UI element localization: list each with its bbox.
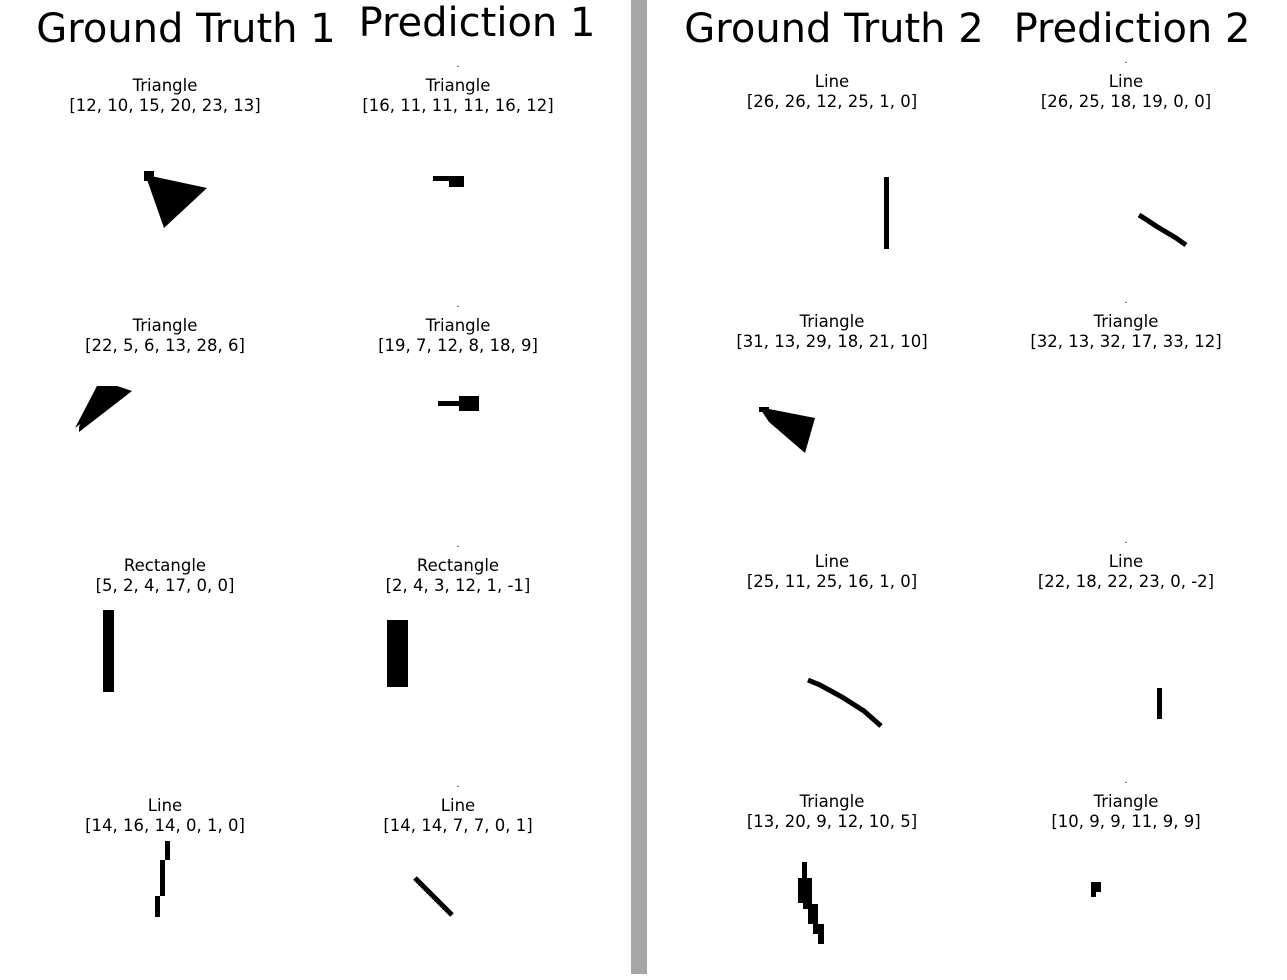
cell-dot: . (456, 59, 460, 70)
shape-render (103, 610, 114, 692)
shape-params: [31, 13, 29, 18, 21, 10] (736, 332, 928, 351)
shape-name: Line (1108, 72, 1144, 91)
shape-name: Triangle (1093, 792, 1159, 811)
column-divider (631, 0, 647, 974)
shape-name: Triangle (425, 316, 491, 335)
triangle-shape (1091, 882, 1101, 892)
cell-gt2-r4: Triangle [13, 20, 9, 12, 10, 5] (732, 776, 932, 976)
header-prediction-2: Prediction 2 (1013, 6, 1251, 52)
shape-render (1026, 296, 1226, 496)
shape-render (798, 862, 824, 944)
shape-render (1157, 688, 1162, 719)
triangle-shape (798, 862, 824, 944)
cell-pred2-r3: . Line [22, 18, 22, 23, 0, -2] (1026, 536, 1226, 736)
shape-params: [26, 26, 12, 25, 1, 0] (746, 92, 918, 111)
cell-gt1-r4: Line [14, 16, 14, 0, 1, 0] (65, 780, 265, 980)
line-shape (1157, 688, 1162, 719)
shape-name: Line (1108, 552, 1144, 571)
shape-params: [22, 5, 6, 13, 28, 6] (85, 336, 245, 355)
header-ground-truth-1: Ground Truth 1 (36, 6, 336, 52)
triangle-shape-body (459, 396, 479, 411)
shape-params: [19, 7, 12, 8, 18, 9] (378, 336, 538, 355)
header-ground-truth-2: Ground Truth 2 (684, 6, 984, 52)
shape-render (884, 177, 889, 249)
triangle-shape-body (449, 176, 464, 187)
shape-render (433, 176, 464, 187)
shape-params: [2, 4, 3, 12, 1, -1] (385, 576, 531, 595)
cell-gt1-r1: Triangle [12, 10, 15, 20, 23, 13] (65, 60, 265, 260)
cell-pred1-r3: . Rectangle [2, 4, 3, 12, 1, -1] (358, 540, 558, 740)
triangle-shape (438, 401, 478, 406)
triangle-shape (759, 407, 815, 453)
shape-params: [14, 14, 7, 7, 0, 1] (383, 816, 533, 835)
line-shape (1137, 212, 1188, 248)
cell-dot: . (1124, 535, 1128, 546)
cell-gt2-r1: Line [26, 26, 12, 25, 1, 0] (732, 56, 932, 256)
shape-name: Triangle (1093, 312, 1159, 331)
triangle-shape-tip (1091, 892, 1096, 897)
shape-name: Triangle (132, 316, 198, 335)
shape-name: Line (147, 796, 183, 815)
shape-name: Triangle (799, 312, 865, 331)
line-shape-middle (160, 860, 165, 896)
shape-params: [32, 13, 32, 17, 33, 12] (1030, 332, 1222, 351)
shape-name: Rectangle (416, 556, 500, 575)
cell-gt2-r3: Line [25, 11, 25, 16, 1, 0] (732, 536, 932, 736)
cell-pred2-r4: . Triangle [10, 9, 9, 11, 9, 9] (1026, 776, 1226, 976)
cell-pred1-r1: . Triangle [16, 11, 11, 11, 16, 12] (358, 60, 558, 260)
shape-params: [26, 25, 18, 19, 0, 0] (1040, 92, 1212, 111)
shape-params: [5, 2, 4, 17, 0, 0] (95, 576, 235, 595)
triangle-shape (144, 171, 207, 228)
shape-render (438, 396, 479, 411)
triangle-shape-tip (759, 407, 769, 412)
shape-name: Triangle (425, 76, 491, 95)
shape-name: Rectangle (123, 556, 207, 575)
shape-params: [13, 20, 9, 12, 10, 5] (746, 812, 918, 831)
cell-dot: . (456, 779, 460, 790)
rectangle-shape (103, 610, 114, 692)
cell-dot: . (1124, 295, 1128, 306)
cell-pred1-r2: . Triangle [19, 7, 12, 8, 18, 9] (358, 300, 558, 500)
triangle-shape-upper (75, 386, 132, 428)
line-shape-bottom (155, 896, 160, 917)
cell-dot: . (456, 299, 460, 310)
cell-pred2-r2: . Triangle [32, 13, 32, 17, 33, 12] (1026, 296, 1226, 496)
cell-gt1-r3: Rectangle [5, 2, 4, 17, 0, 0] (65, 540, 265, 740)
shape-render (155, 841, 170, 917)
triangle-shape (433, 176, 464, 181)
shape-name: Triangle (799, 792, 865, 811)
cell-gt1-r2: Triangle [22, 5, 6, 13, 28, 6] (65, 300, 265, 500)
line-shape (807, 677, 883, 728)
cell-dot: . (456, 539, 460, 550)
cell-pred1-r4: . Line [14, 14, 7, 7, 0, 1] (358, 780, 558, 980)
cell-dot: . (1124, 775, 1128, 786)
triangle-shape-tip (144, 171, 154, 181)
rectangle-shape (387, 620, 408, 687)
shape-params: [22, 18, 22, 23, 0, -2] (1037, 572, 1215, 591)
shape-render (807, 677, 883, 728)
shape-name: Line (814, 552, 850, 571)
shape-render (75, 386, 132, 432)
shape-params: [25, 11, 25, 16, 1, 0] (746, 572, 918, 591)
shape-params: [10, 9, 9, 11, 9, 9] (1051, 812, 1201, 831)
shape-render (759, 407, 815, 453)
cell-dot: . (1124, 55, 1128, 66)
shape-render (1137, 212, 1188, 248)
shape-render (1091, 882, 1101, 897)
cell-pred2-r1: . Line [26, 25, 18, 19, 0, 0] (1026, 56, 1226, 256)
header-prediction-1: Prediction 1 (358, 0, 596, 46)
shape-name: Line (440, 796, 476, 815)
shape-params: [16, 11, 11, 11, 16, 12] (362, 96, 554, 115)
line-shape (884, 177, 889, 249)
line-shape (413, 876, 454, 917)
shape-render (387, 620, 408, 687)
shape-params: [12, 10, 15, 20, 23, 13] (69, 96, 261, 115)
shape-name: Line (814, 72, 850, 91)
line-shape-top (165, 841, 170, 860)
shape-render (144, 171, 207, 228)
shape-name: Triangle (132, 76, 198, 95)
cell-gt2-r2: Triangle [31, 13, 29, 18, 21, 10] (732, 296, 932, 496)
shape-render (413, 876, 454, 917)
shape-params: [14, 16, 14, 0, 1, 0] (85, 816, 245, 835)
